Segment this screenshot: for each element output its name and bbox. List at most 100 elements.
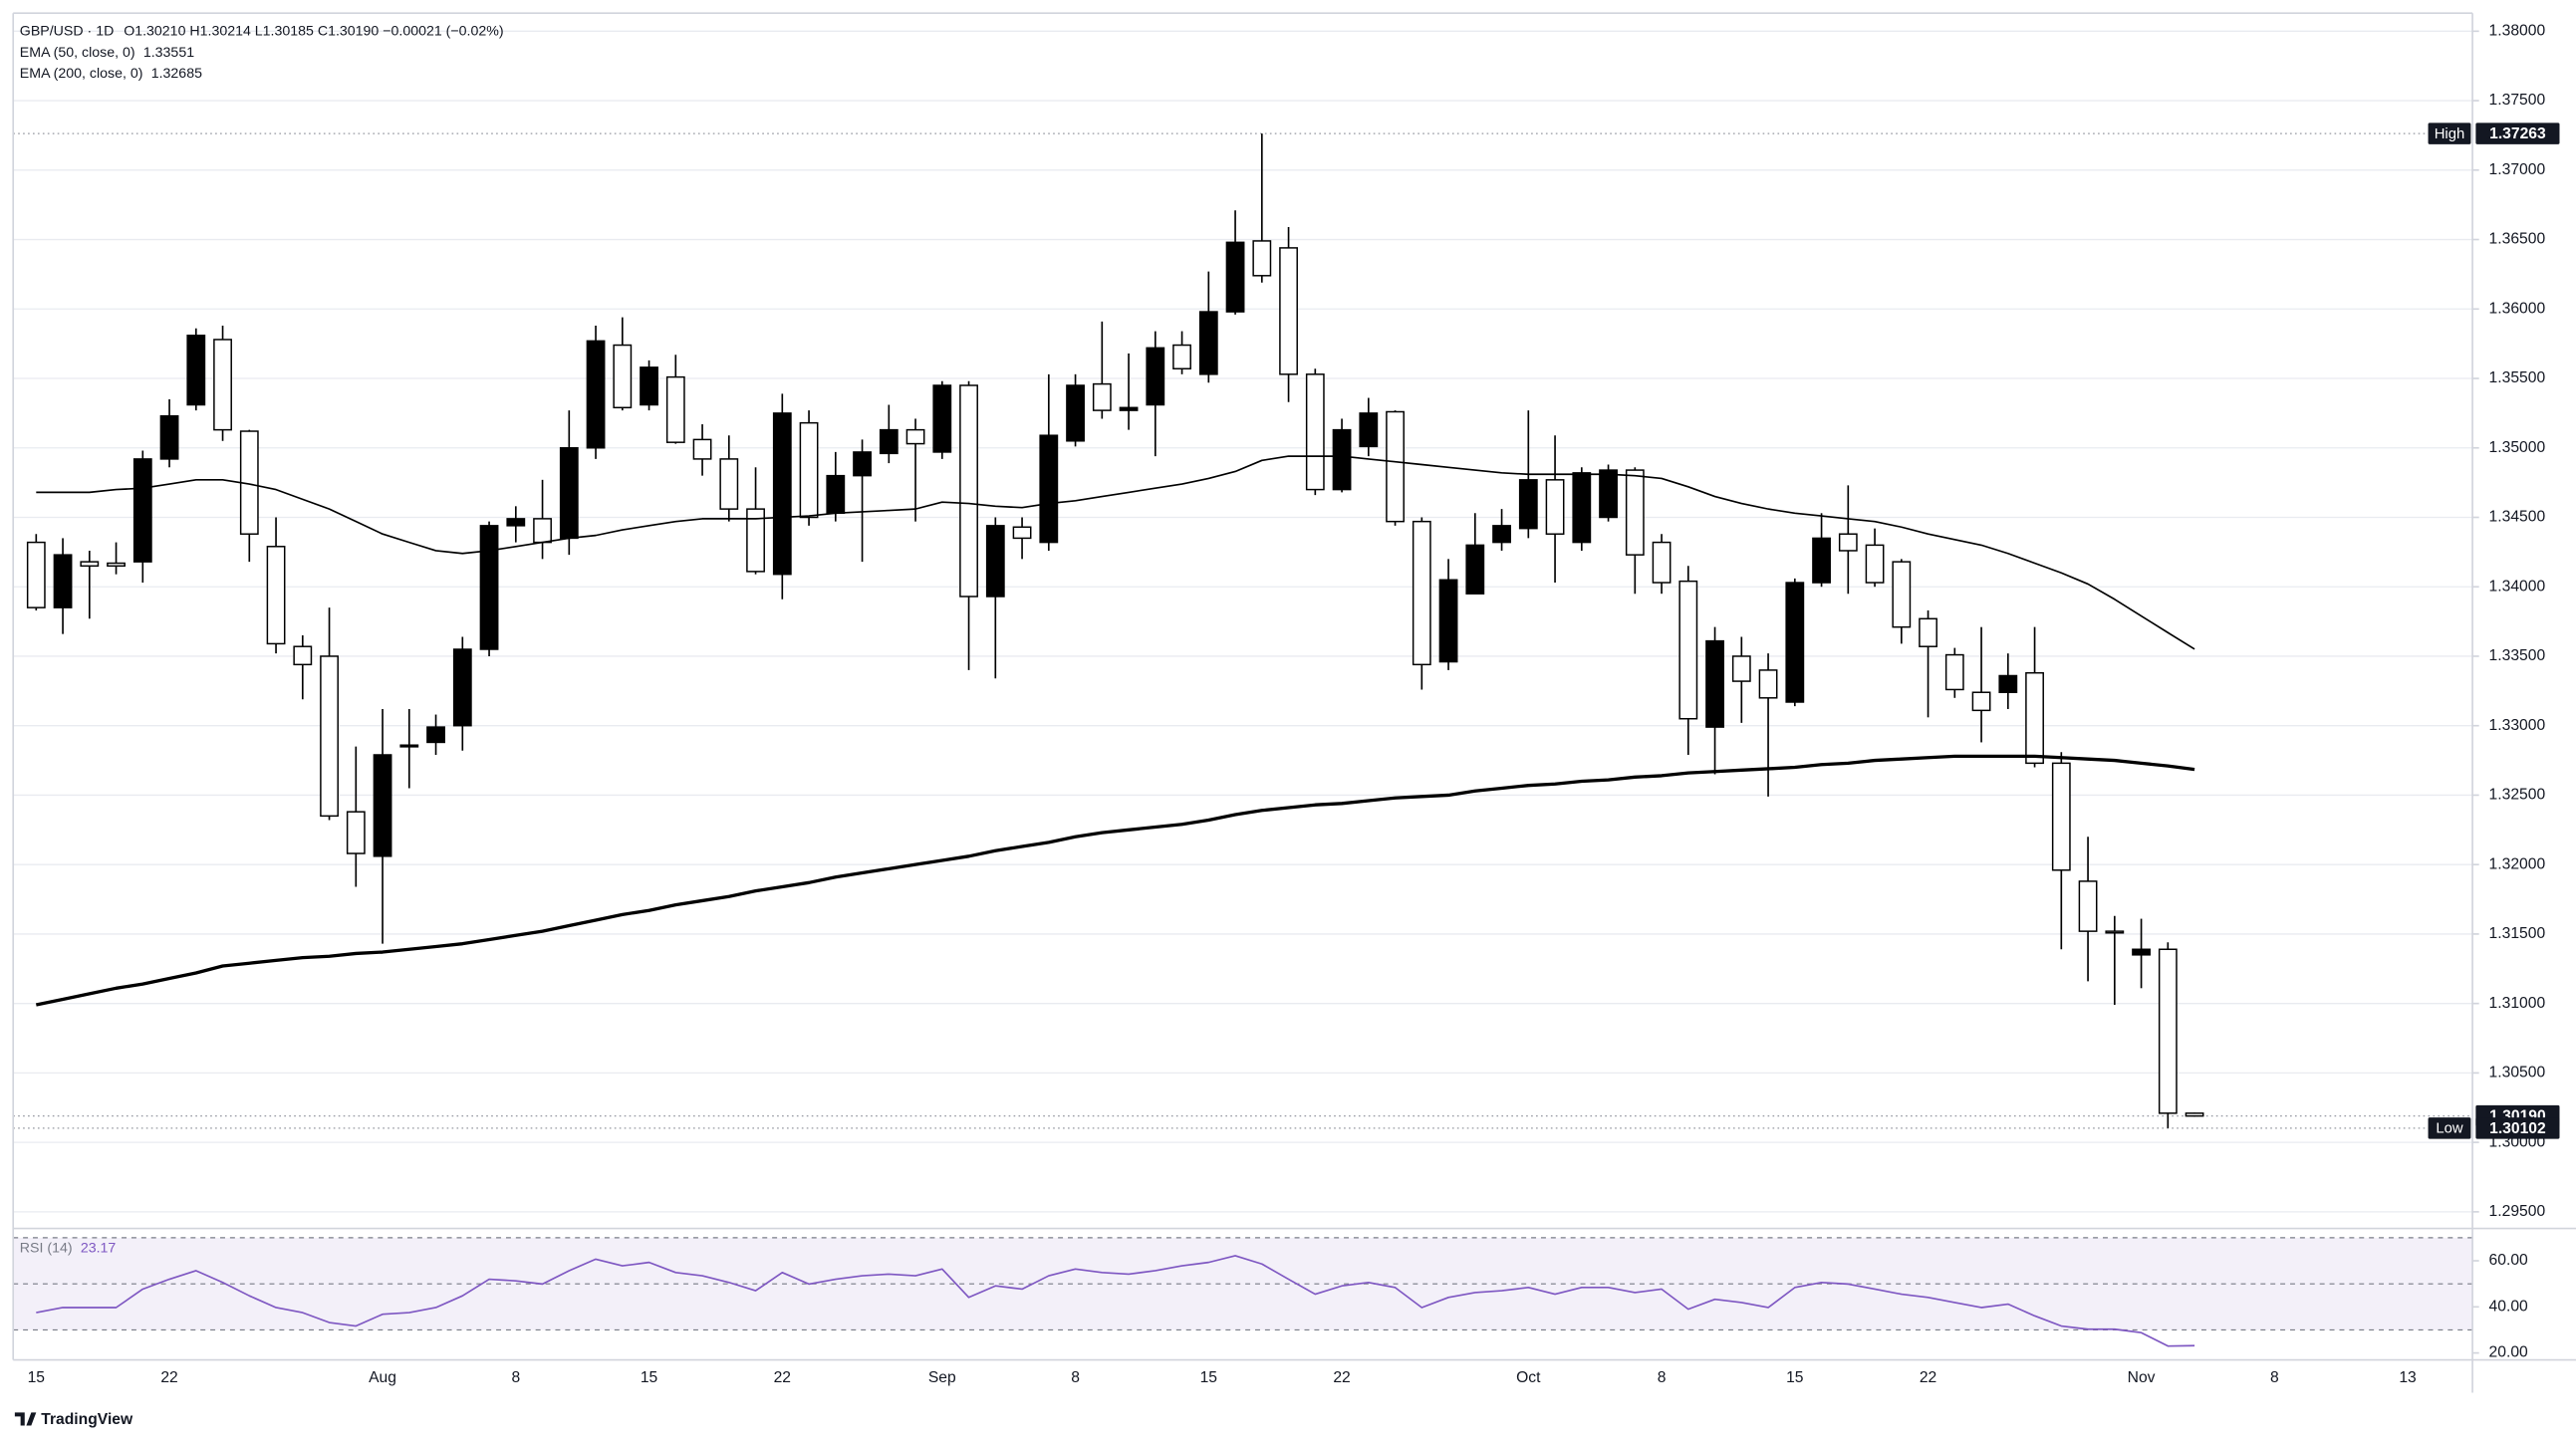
candle-body [320, 655, 339, 818]
candle-body [1731, 655, 1751, 682]
candle-body [772, 412, 792, 576]
candle-body [853, 451, 872, 477]
candle-body [1039, 434, 1059, 544]
y-tick-label: 1.30500 [2489, 1065, 2546, 1082]
price-badge-text: 1.30102 [2489, 1120, 2546, 1137]
candle-body [159, 414, 179, 460]
candle-body [1812, 537, 1831, 584]
frame-layer [12, 12, 2576, 1393]
y-tick-label: 1.29500 [2489, 1203, 2546, 1220]
x-tick-label: 22 [1920, 1369, 1936, 1386]
candle-body [1465, 544, 1485, 595]
candle-body [719, 458, 739, 510]
legend-value: 1.32685 [151, 66, 202, 82]
y-tick-label: 40.00 [2489, 1298, 2528, 1315]
y-tick-label: 1.34500 [2489, 509, 2546, 526]
candle-body [1438, 579, 1458, 663]
candle-body [107, 562, 126, 568]
y-tick-label: 1.35000 [2489, 439, 2546, 456]
price-badge [2475, 122, 2560, 144]
price-badge [2475, 1117, 2560, 1139]
y-tick-label: 1.32500 [2489, 787, 2546, 804]
candle-body [1599, 469, 1618, 519]
marks-layer [26, 133, 2204, 1347]
candle-body [1785, 582, 1805, 703]
x-tick-label: 13 [2399, 1369, 2417, 1386]
x-tick-label: 15 [641, 1369, 658, 1386]
logo-text: TradingView [41, 1411, 133, 1428]
candle-body [1572, 472, 1592, 544]
candle-body [26, 541, 46, 608]
candle-body [1971, 691, 1991, 712]
candle-body [1652, 541, 1672, 584]
candle-body [1919, 617, 1937, 647]
candle-body [1119, 406, 1139, 411]
candle-body [1305, 373, 1325, 491]
y-tick-label: 1.33500 [2489, 647, 2546, 664]
y-tick-label: 1.31500 [2489, 925, 2546, 942]
candle-body [1944, 653, 1964, 691]
x-tick-label: 8 [1071, 1369, 1080, 1386]
symbol: GBP/USD · 1D [20, 23, 115, 39]
candle-body [586, 340, 606, 449]
candle-body [2132, 948, 2151, 956]
candle-body [426, 726, 445, 744]
candle-body [132, 458, 152, 563]
candle-body [559, 447, 579, 540]
rsi-legend: RSI (14) 23.17 [20, 1240, 117, 1256]
candle-body [373, 754, 392, 857]
candle-body [1092, 382, 1112, 411]
y-tick-label: 1.36500 [2489, 231, 2546, 248]
y-tick-label: 1.37000 [2489, 161, 2546, 178]
x-tick-label: 22 [1333, 1369, 1350, 1386]
ema-line [35, 754, 2195, 1007]
x-tick-label: 8 [1658, 1369, 1667, 1386]
legend-name: EMA (200, close, 0) [20, 66, 143, 82]
candle-body [213, 339, 232, 431]
candle-body [1545, 479, 1565, 535]
x-tick-label: Sep [928, 1369, 956, 1386]
candle-body [613, 344, 633, 409]
candle-body [959, 384, 978, 598]
legend-name: EMA (50, close, 0) [20, 45, 135, 61]
x-tick-label: 22 [160, 1369, 177, 1386]
candle-body [399, 744, 419, 748]
candle-body [1146, 347, 1165, 406]
candle-body [1892, 561, 1912, 628]
rsi-legend-value: 23.17 [81, 1240, 117, 1256]
x-tick-label: 8 [2270, 1369, 2279, 1386]
badge-label-box [2428, 1117, 2471, 1139]
candle-body [2051, 762, 2071, 871]
y-tick-label: 1.33000 [2489, 717, 2546, 734]
candle-body [2025, 671, 2044, 765]
candle-body [1225, 241, 1245, 313]
candle-body [1492, 525, 1511, 544]
candle-body [746, 508, 765, 573]
legend-entry: EMA (200, close, 0) 1.32685 [20, 66, 202, 82]
level-band [13, 1237, 2473, 1330]
candle-body [692, 438, 712, 460]
candle-body [905, 428, 925, 445]
badge-label: High [2435, 126, 2465, 142]
x-tick-label: 8 [511, 1369, 520, 1386]
candle-body [1012, 526, 1032, 540]
candle-body [1198, 311, 1218, 375]
candle-body [879, 428, 899, 455]
candle-body [186, 335, 206, 406]
price-badge-text: 1.37263 [2489, 125, 2546, 142]
candle-body [1758, 669, 1778, 699]
candle-body [266, 546, 286, 645]
candle-body [1386, 410, 1405, 523]
candle-body [293, 645, 313, 666]
candle-body [1678, 580, 1698, 720]
candle-body [640, 366, 658, 406]
legend-entry: EMA (50, close, 0) 1.33551 [20, 45, 194, 61]
candle-body [826, 474, 846, 515]
candle-body [932, 384, 952, 453]
candle-body [452, 648, 472, 727]
badge-label-box [2428, 122, 2471, 144]
candle-body [799, 421, 819, 519]
y-tick-label: 1.38000 [2489, 22, 2546, 39]
